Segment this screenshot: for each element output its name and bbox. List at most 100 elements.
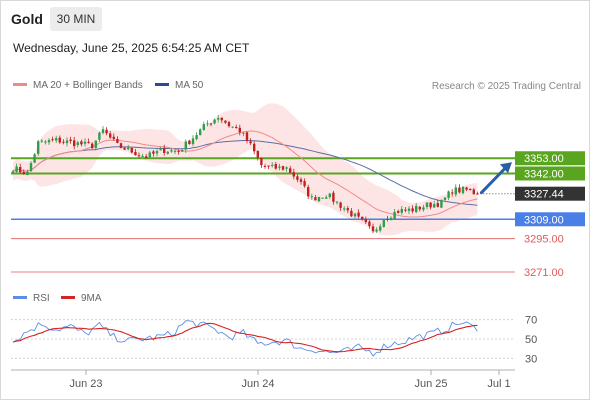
candle-body bbox=[73, 140, 76, 147]
candle bbox=[224, 120, 227, 124]
candle bbox=[404, 206, 407, 213]
time-axis: Jun 23 Jun 24 Jun 25 Jul 1 bbox=[11, 369, 515, 390]
candle bbox=[105, 127, 108, 136]
candle-body bbox=[296, 176, 299, 180]
candle-body bbox=[317, 197, 321, 202]
candle-body bbox=[98, 132, 101, 140]
candle bbox=[249, 138, 252, 145]
candle bbox=[476, 191, 479, 195]
rsi-tick-70: 70 bbox=[525, 315, 537, 327]
level-label-text: 3353.00 bbox=[524, 153, 564, 165]
candle-body bbox=[202, 124, 205, 131]
candle-body bbox=[127, 147, 130, 150]
candle bbox=[206, 120, 209, 127]
candle-body bbox=[436, 203, 439, 207]
legend-ma20-label: MA 20 + Bollinger Bands bbox=[33, 80, 143, 91]
candle bbox=[321, 197, 324, 199]
candle-body bbox=[231, 126, 234, 128]
candle bbox=[379, 223, 382, 233]
price-panel: 3353.00 3342.00 3327.44 3309.00 3295.00 3271.… bbox=[11, 103, 585, 279]
candle-body bbox=[328, 193, 331, 198]
candle bbox=[159, 146, 162, 151]
candle bbox=[296, 174, 299, 183]
level-label-bg bbox=[515, 186, 585, 201]
candle-body bbox=[69, 139, 72, 142]
rsi-swatch bbox=[13, 295, 27, 299]
candle bbox=[335, 200, 339, 205]
candle bbox=[91, 142, 94, 149]
candle bbox=[461, 185, 465, 195]
candle-body bbox=[433, 204, 436, 208]
candle-body bbox=[191, 138, 195, 145]
candle bbox=[202, 121, 205, 131]
candle-body bbox=[94, 140, 97, 148]
candle bbox=[386, 215, 389, 222]
legend-rsi-ma: 9MA bbox=[61, 293, 102, 304]
candle-body bbox=[152, 151, 155, 154]
candle bbox=[274, 161, 277, 170]
candle bbox=[235, 124, 238, 129]
legend-rsi-label: RSI bbox=[33, 293, 50, 304]
candle-body bbox=[242, 132, 245, 134]
candle-body bbox=[400, 208, 403, 213]
candle-body bbox=[335, 201, 339, 203]
candle bbox=[393, 209, 396, 220]
candle-body bbox=[371, 226, 375, 232]
candle bbox=[375, 227, 378, 233]
level-label-3271.00: 3271.00 bbox=[524, 267, 564, 279]
candle bbox=[245, 131, 249, 144]
timeframe-button[interactable]: 30 MIN bbox=[50, 7, 102, 31]
candle bbox=[299, 177, 303, 185]
candle bbox=[418, 206, 421, 212]
candle bbox=[148, 150, 151, 158]
candle-body bbox=[357, 212, 360, 217]
candle bbox=[109, 130, 112, 139]
candle-body bbox=[130, 147, 133, 153]
candle-body bbox=[163, 147, 166, 153]
candle bbox=[307, 184, 310, 200]
candle-body bbox=[422, 207, 425, 210]
candle bbox=[238, 124, 241, 136]
candle-body bbox=[195, 135, 198, 140]
candle bbox=[98, 131, 101, 143]
candle bbox=[217, 114, 220, 123]
candle-body bbox=[425, 202, 429, 208]
legend-ma50: MA 50 bbox=[155, 80, 203, 91]
projection-arrow-shaft bbox=[479, 163, 510, 195]
candle bbox=[155, 148, 159, 157]
candle bbox=[364, 216, 367, 225]
candle-body bbox=[55, 138, 58, 141]
candle bbox=[443, 197, 447, 202]
candle bbox=[145, 153, 148, 159]
candle bbox=[346, 205, 349, 214]
candle bbox=[317, 196, 321, 202]
candle-body bbox=[307, 187, 310, 197]
candle bbox=[123, 146, 126, 150]
candle bbox=[310, 193, 313, 200]
candle bbox=[271, 162, 274, 168]
candle bbox=[170, 147, 173, 153]
candle-body bbox=[91, 143, 94, 149]
candle-body bbox=[382, 219, 385, 227]
candle-body bbox=[465, 187, 468, 190]
candle bbox=[242, 132, 245, 136]
candle-body bbox=[339, 202, 342, 208]
candle-body bbox=[227, 122, 231, 127]
candle-body bbox=[26, 171, 29, 176]
candle-body bbox=[443, 197, 447, 200]
candle-body bbox=[137, 155, 141, 157]
candle-body bbox=[101, 129, 105, 133]
candle bbox=[260, 157, 263, 168]
candle bbox=[152, 149, 155, 157]
candle bbox=[328, 192, 331, 200]
candle bbox=[227, 120, 231, 128]
candle-body bbox=[440, 199, 443, 208]
candle-body bbox=[220, 117, 223, 121]
candle-body bbox=[393, 211, 396, 219]
candle bbox=[469, 188, 472, 191]
candle bbox=[40, 138, 43, 143]
candle bbox=[325, 195, 328, 199]
candle bbox=[451, 189, 454, 197]
level-label-3353.00: 3353.00 bbox=[515, 151, 585, 166]
